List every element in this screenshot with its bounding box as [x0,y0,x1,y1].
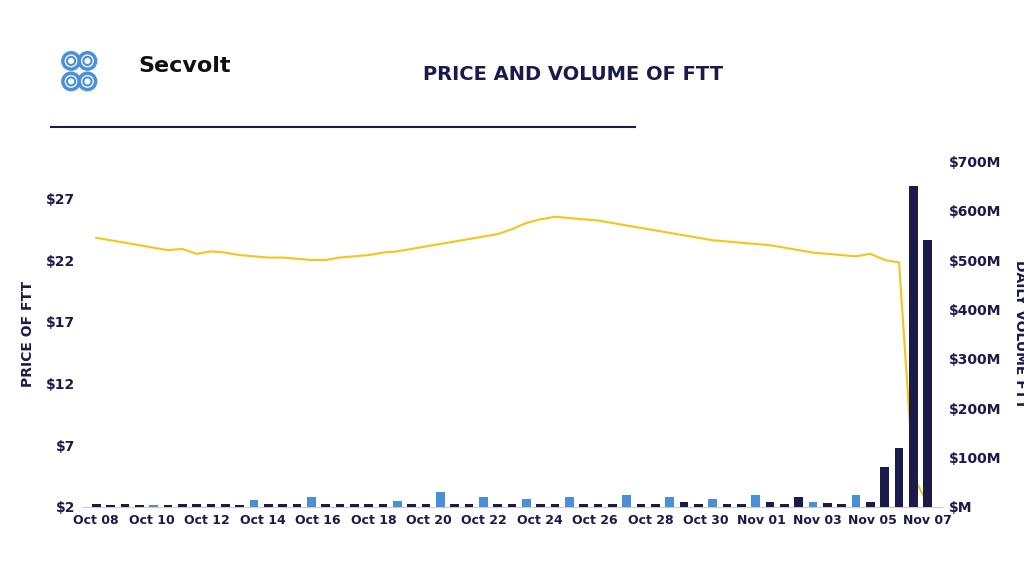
Bar [838,504,846,507]
Bar [408,504,416,507]
Bar [608,505,616,507]
Bar [522,499,530,507]
Bar [336,505,344,507]
Bar [92,505,100,507]
Bar [135,505,143,507]
Bar [293,505,301,507]
Bar [178,505,186,507]
Bar [451,505,459,507]
Bar [637,504,645,507]
Bar [852,495,860,507]
Bar [279,504,287,507]
Bar [193,505,201,507]
Bar [207,504,215,507]
Bar [393,501,401,507]
Bar [694,505,702,507]
Bar [365,505,373,507]
Bar [250,501,258,507]
Bar [494,504,502,507]
Bar [106,505,115,507]
Bar [709,499,717,507]
Bar [623,495,631,507]
Text: PRICE AND VOLUME OF FTT: PRICE AND VOLUME OF FTT [423,66,724,84]
Bar [537,504,545,507]
Bar [909,186,918,507]
Y-axis label: DAILY VOLUME FTT: DAILY VOLUME FTT [1013,260,1024,408]
Bar [866,502,874,507]
Bar [895,448,903,507]
Bar [150,505,158,507]
Text: Secvolt: Secvolt [138,56,230,76]
Bar [823,503,831,507]
Bar [723,504,731,507]
Bar [795,497,803,507]
Bar [508,505,516,507]
Bar [924,240,932,507]
Bar [264,505,272,507]
Bar [551,505,559,507]
Bar [221,505,229,507]
Bar [752,495,760,507]
Bar [565,497,573,507]
Bar [465,504,473,507]
Bar [737,505,745,507]
Bar [322,504,330,507]
Bar [164,505,172,507]
Bar [422,505,430,507]
Bar [680,502,688,507]
Bar [236,505,244,507]
Bar [651,505,659,507]
Bar [580,505,588,507]
Bar [809,502,817,507]
Bar [121,505,129,507]
Y-axis label: PRICE OF FTT: PRICE OF FTT [20,281,35,387]
Bar [766,502,774,507]
Bar [307,497,315,507]
Bar [379,504,387,507]
Bar [780,505,788,507]
Bar [350,504,358,507]
Bar [666,497,674,507]
Bar [479,497,487,507]
Bar [594,504,602,507]
Bar [436,492,444,507]
Bar [881,467,889,507]
